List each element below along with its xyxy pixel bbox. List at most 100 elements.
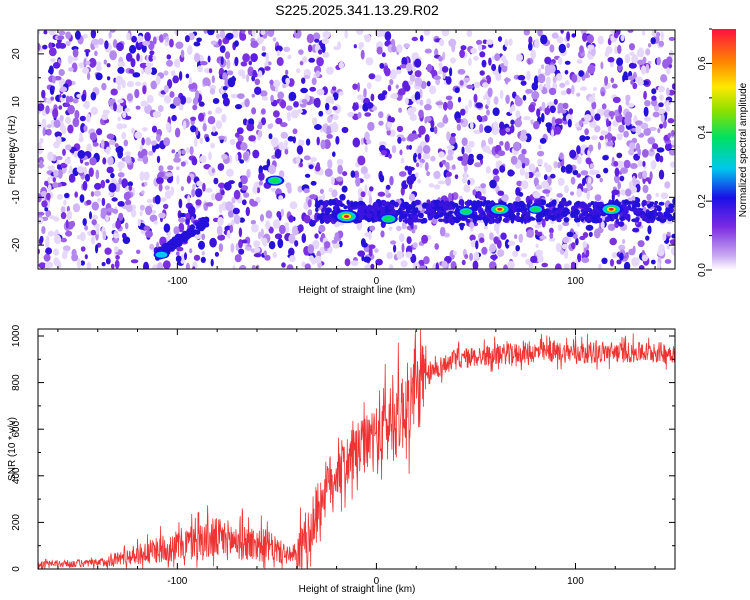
heatmap-cell [91, 38, 99, 46]
heatmap-cell [658, 108, 666, 115]
heatmap-cell [517, 74, 526, 81]
heatmap-cell [184, 252, 187, 261]
heatmap-cell [306, 33, 315, 44]
heatmap-cell [446, 154, 454, 161]
heatmap-cell [202, 123, 207, 132]
heatmap-cell [627, 30, 634, 33]
heatmap-cell [257, 130, 263, 138]
heatmap-cell [635, 125, 642, 135]
heatmap-cell [530, 255, 538, 263]
heatmap-cell [241, 199, 247, 206]
heatmap-cell [44, 207, 49, 212]
heatmap-ridge-cell [631, 204, 636, 210]
heatmap-cell [344, 30, 348, 39]
heatmap-cell [331, 189, 338, 198]
heatmap-cell [157, 171, 165, 178]
heatmap-cell [117, 116, 121, 122]
heatmap-cell [216, 225, 223, 236]
heatmap-cell [150, 140, 157, 146]
heatmap-cell [388, 264, 394, 269]
heatmap-cell [466, 84, 474, 90]
heatmap-cell [225, 201, 234, 212]
heatmap-cell [91, 219, 97, 226]
x-tick-label: 0 [374, 276, 380, 287]
heatmap-ridge-cell [623, 199, 630, 206]
heatmap-ridge-cell [404, 217, 409, 224]
heatmap-ridge-cell [551, 199, 557, 206]
heatmap-ridge-cell [556, 218, 562, 223]
heatmap-cell [307, 244, 315, 254]
heatmap-cell [100, 179, 106, 189]
heatmap-cell [611, 189, 620, 196]
heatmap-cell [638, 265, 645, 269]
heatmap-cell [637, 240, 645, 248]
heatmap-cell [187, 45, 193, 55]
heatmap-cell [359, 104, 363, 109]
heatmap-cell [363, 173, 371, 180]
x-tick-label: 100 [567, 576, 584, 587]
heatmap-cell [576, 173, 581, 178]
heatmap-ridge-cell [425, 205, 432, 212]
heatmap-cell [240, 30, 246, 34]
heatmap-cell [240, 185, 249, 191]
heatmap-cell [628, 248, 636, 256]
heatmap-cell [469, 221, 475, 229]
heatmap-cell [235, 153, 239, 162]
heatmap-cell [72, 56, 79, 61]
heatmap-cell [191, 188, 196, 198]
heatmap-ridge-cell [590, 201, 595, 205]
heatmap-cell [238, 181, 243, 188]
heatmap-cell [405, 62, 413, 72]
heatmap-cell [384, 31, 392, 41]
heatmap-cell [332, 151, 336, 157]
heatmap-cell [294, 240, 299, 247]
heatmap-cell [74, 191, 78, 198]
colorbar-tick-label: 0.6 [697, 56, 708, 70]
heatmap-cell [175, 255, 182, 263]
heatmap-cell [258, 231, 262, 240]
heatmap-cell [72, 48, 79, 58]
heatmap-cell [101, 262, 106, 267]
heatmap-cell [495, 72, 502, 81]
heatmap-cell [251, 107, 257, 115]
heatmap-cell [469, 121, 474, 130]
heatmap-cell [586, 34, 595, 44]
heatmap-cell [301, 99, 308, 104]
heatmap-cell [114, 259, 120, 269]
heatmap-cell [481, 59, 487, 68]
heatmap-ridge-cell [442, 218, 446, 222]
heatmap-cell [505, 127, 511, 133]
heatmap-cell [185, 73, 190, 79]
heatmap-cell [398, 107, 402, 113]
heatmap-cell [414, 77, 423, 87]
heatmap-cell [445, 76, 452, 85]
heatmap-cell [662, 232, 667, 242]
heatmap-cell [630, 186, 637, 193]
heatmap-cell [532, 191, 541, 199]
heatmap-cell [632, 82, 638, 90]
heatmap-cell [360, 191, 366, 198]
heatmap-cell [158, 212, 166, 219]
heatmap-cell [56, 164, 61, 170]
heatmap-cell [258, 180, 263, 186]
heatmap-cell [562, 102, 569, 110]
heatmap-cell [280, 122, 288, 128]
heatmap-feature-cell [182, 230, 188, 236]
heatmap-ridge-cell [658, 201, 665, 206]
heatmap-cell [645, 235, 650, 241]
heatmap-cell [256, 187, 261, 194]
heatmap-cell [121, 178, 128, 189]
heatmap-cell [47, 230, 55, 237]
heatmap-ridge-cell [448, 216, 453, 224]
heatmap-cell [368, 195, 372, 205]
heatmap-cell [48, 65, 54, 75]
heatmap-ridge-cell [593, 214, 601, 218]
heatmap-cell [196, 180, 203, 187]
heatmap-cell [280, 208, 284, 217]
heatmap-cell [422, 153, 431, 160]
heatmap-cell [321, 194, 326, 201]
heatmap-cell [83, 58, 87, 69]
heatmap-cell [268, 133, 273, 140]
heatmap-cell [276, 57, 284, 66]
